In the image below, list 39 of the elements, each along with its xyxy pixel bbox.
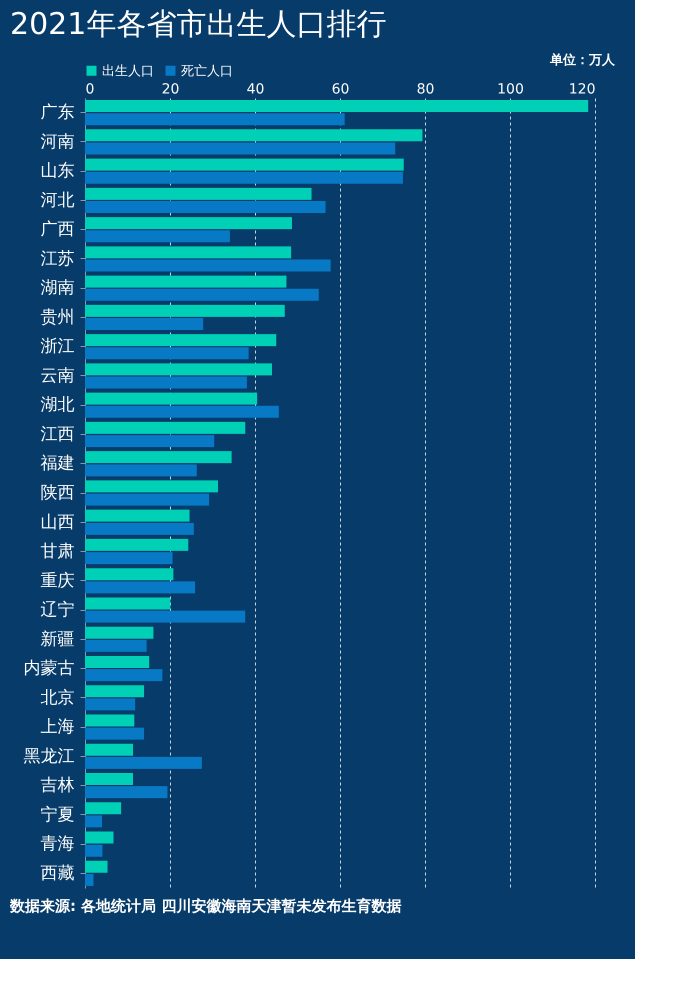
- x-tick-label: 60: [332, 82, 350, 98]
- y-tick-label: 宁夏: [40, 804, 74, 825]
- y-tick-label: 湖南: [40, 278, 74, 298]
- source-note: 数据来源: 各地统计局 四川安徽海南天津暂未发布生育数据: [9, 897, 402, 915]
- legend-label: 死亡人口: [181, 62, 233, 79]
- y-tick-label: 江苏: [40, 248, 74, 269]
- x-tick-label: 20: [162, 82, 180, 98]
- y-tick-label: 福建: [40, 454, 74, 474]
- y-tick-label: 青海: [40, 834, 74, 854]
- y-tick-label: 吉林: [40, 776, 74, 796]
- y-tick-label: 河南: [40, 132, 74, 152]
- y-tick-label: 重庆: [40, 570, 74, 591]
- y-tick-label: 贵州: [40, 307, 74, 328]
- legend-label: 出生人口: [102, 64, 154, 79]
- y-tick-label: 内蒙古: [24, 658, 74, 679]
- y-tick-label: 山东: [40, 161, 74, 182]
- y-tick-label: 新疆: [40, 629, 74, 650]
- y-tick-label: 西藏: [40, 863, 74, 884]
- y-tick-label: 云南: [40, 366, 74, 386]
- y-tick-label: 黑龙江: [24, 746, 74, 766]
- y-tick-label: 浙江: [40, 336, 74, 357]
- y-tick-label: 广东: [40, 102, 74, 123]
- x-tick-label: 80: [416, 82, 434, 98]
- y-tick-label: 辽宁: [40, 600, 74, 620]
- chart-title: 2021年各省市出生人口排行: [10, 7, 386, 42]
- x-tick-label: 100: [497, 82, 524, 98]
- y-tick-label: 山西: [40, 512, 74, 532]
- text: 单位：万人: [549, 52, 616, 68]
- y-tick-label: 河北: [40, 190, 74, 210]
- y-tick-label: 北京: [40, 688, 74, 708]
- x-tick-label: 120: [568, 82, 596, 98]
- y-tick-label: 上海: [40, 717, 74, 738]
- y-tick-label: 甘肃: [40, 542, 74, 562]
- y-tick-label: 广西: [40, 220, 74, 240]
- x-tick-label: 0: [86, 82, 94, 98]
- y-tick-label: 江西: [40, 424, 74, 444]
- x-tick-label: 40: [246, 82, 264, 98]
- y-tick-label: 陕西: [40, 483, 74, 503]
- y-tick-label: 湖北: [40, 395, 74, 416]
